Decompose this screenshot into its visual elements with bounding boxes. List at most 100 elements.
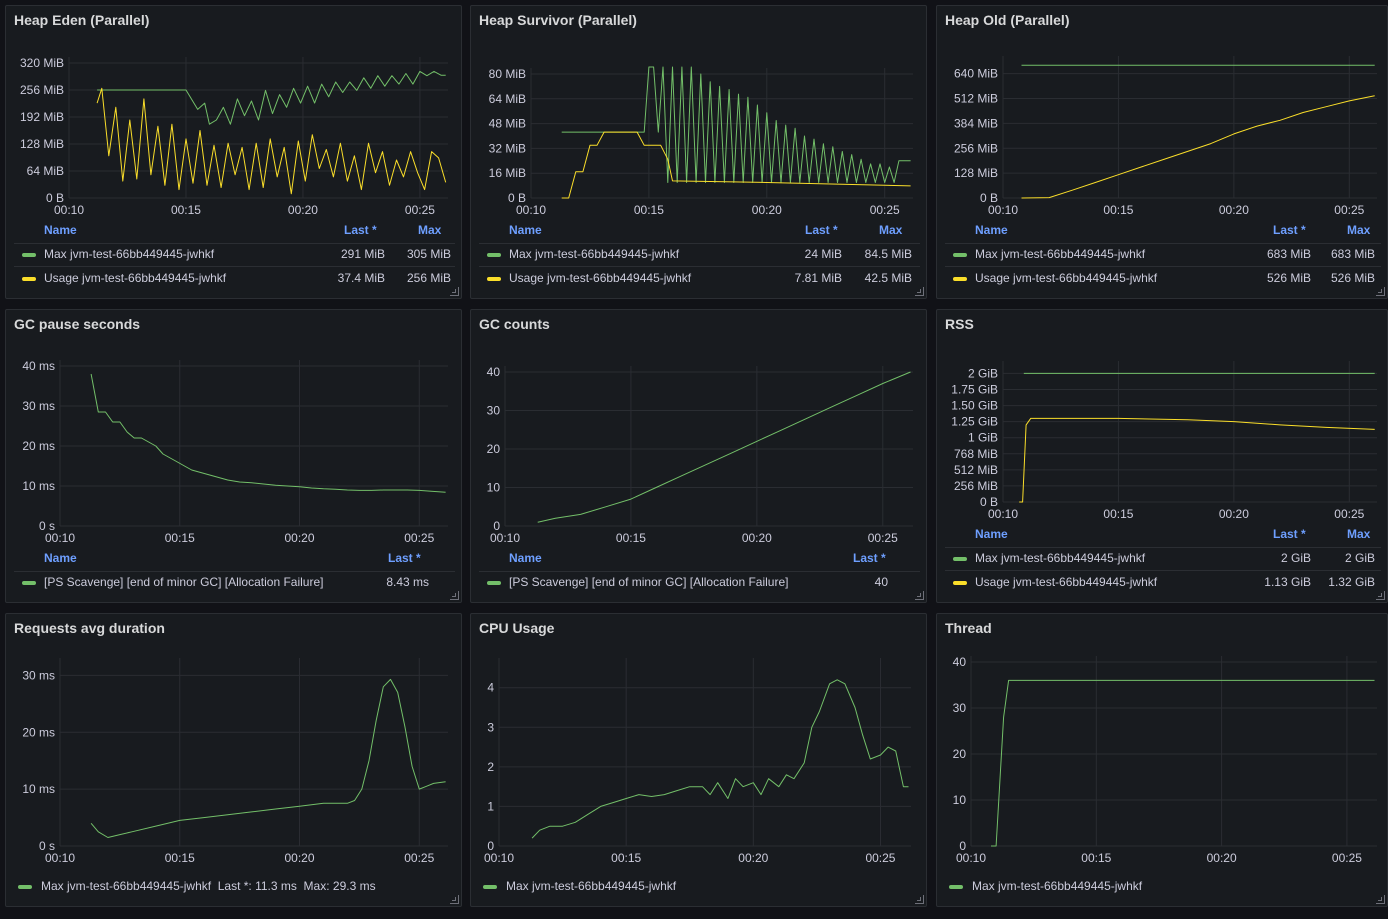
x-tick-label: 00:20 <box>284 531 314 545</box>
legend-swatch <box>483 885 497 889</box>
legend-header-max[interactable]: Max <box>418 223 442 237</box>
legend-header-last[interactable]: Last * <box>853 551 886 565</box>
series-line <box>991 679 1375 847</box>
y-tick-label: 1 GiB <box>968 431 998 445</box>
legend-swatch <box>953 253 967 257</box>
y-tick-label: 40 ms <box>22 359 55 373</box>
legend-row[interactable]: Usage jvm-test-66bb449445-jwhkf 526 MiB … <box>945 268 1381 288</box>
legend-row[interactable]: Max jvm-test-66bb449445-jwhkf <box>945 876 1381 896</box>
panel-title[interactable]: CPU Usage <box>479 620 555 636</box>
legend-header-name[interactable]: Name <box>975 527 1008 541</box>
y-tick-label: 0 B <box>980 191 998 205</box>
panel-title[interactable]: Heap Eden (Parallel) <box>14 12 150 28</box>
resize-handle[interactable] <box>450 591 459 600</box>
panel-heap-old[interactable]: Heap Old (Parallel) 0 B 128 MiB 256 MiB 384… <box>936 5 1388 299</box>
legend-header-name[interactable]: Name <box>509 551 542 565</box>
y-tick-label: 40 <box>953 655 967 669</box>
legend-row[interactable]: Max jvm-test-66bb449445-jwhkf <box>479 876 920 896</box>
legend-row[interactable]: Max jvm-test-66bb449445-jwhkf 683 MiB 68… <box>945 244 1381 264</box>
legend-row[interactable]: Usage jvm-test-66bb449445-jwhkf 37.4 MiB… <box>14 268 455 288</box>
legend-max: 256 MiB <box>406 271 451 285</box>
legend-row[interactable]: Max jvm-test-66bb449445-jwhkf 24 MiB 84.… <box>479 244 920 264</box>
panel-title[interactable]: Heap Survivor (Parallel) <box>479 12 637 28</box>
panel-heap-eden[interactable]: Heap Eden (Parallel) 0 B 64 MiB 128 MiB 192… <box>5 5 462 299</box>
panel-thread[interactable]: Thread 0 10 20 30 40 00:10 00:15 00:20 00:25 Max… <box>936 613 1388 907</box>
series-line <box>90 678 446 838</box>
x-tick-label: 00:25 <box>405 203 435 217</box>
legend-header-last[interactable]: Last * <box>805 223 838 237</box>
legend-last: 291 MiB <box>340 247 385 261</box>
x-tick-label: 00:25 <box>1332 851 1362 865</box>
y-tick-label: 30 <box>487 404 501 418</box>
legend-swatch <box>953 557 967 561</box>
legend-last: 2 GiB <box>1280 551 1311 565</box>
legend-header-name[interactable]: Name <box>44 223 77 237</box>
legend-divider <box>479 243 920 244</box>
panel-heap-survivor[interactable]: Heap Survivor (Parallel) 0 B 16 MiB 32 MiB… <box>470 5 927 299</box>
legend-header-max[interactable]: Max <box>879 223 903 237</box>
legend-divider <box>14 571 455 572</box>
x-tick-label: 00:10 <box>490 531 520 545</box>
legend-max: 2 GiB <box>1344 551 1375 565</box>
y-tick-label: 1.50 GiB <box>951 399 998 413</box>
resize-handle[interactable] <box>450 287 459 296</box>
legend-header-last[interactable]: Last * <box>1273 527 1306 541</box>
legend-row[interactable]: Usage jvm-test-66bb449445-jwhkf 1.13 GiB… <box>945 572 1381 592</box>
legend-header-name[interactable]: Name <box>509 223 542 237</box>
y-tick-label: 0 <box>487 839 494 853</box>
resize-handle[interactable] <box>1376 895 1385 904</box>
resize-handle[interactable] <box>1376 591 1385 600</box>
legend-divider <box>479 571 920 572</box>
legend-header-name[interactable]: Name <box>44 551 77 565</box>
panel-cpu[interactable]: CPU Usage 0 1 2 3 4 00:10 00:15 00:20 00:25 Max … <box>470 613 927 907</box>
resize-handle[interactable] <box>1376 287 1385 296</box>
panel-title[interactable]: Requests avg duration <box>14 620 165 636</box>
legend-header-last[interactable]: Last * <box>344 223 377 237</box>
legend-swatch <box>487 253 501 257</box>
legend-row[interactable]: [PS Scavenge] [end of minor GC] [Allocat… <box>14 572 455 592</box>
y-tick-label: 512 MiB <box>954 463 998 477</box>
legend-swatch <box>22 581 36 585</box>
legend-swatch <box>22 277 36 281</box>
x-tick-label: 00:10 <box>54 203 84 217</box>
legend-row[interactable]: Usage jvm-test-66bb449445-jwhkf 7.81 MiB… <box>479 268 920 288</box>
resize-handle[interactable] <box>915 287 924 296</box>
x-tick-label: 00:25 <box>1334 507 1364 521</box>
y-tick-label: 0 s <box>39 519 55 533</box>
legend-header-name[interactable]: Name <box>975 223 1008 237</box>
x-tick-label: 00:10 <box>45 531 75 545</box>
x-tick-label: 00:20 <box>742 531 772 545</box>
legend-header-max[interactable]: Max <box>1347 527 1371 541</box>
x-tick-label: 00:20 <box>738 851 768 865</box>
panel-title[interactable]: Heap Old (Parallel) <box>945 12 1070 28</box>
legend-last: 24 MiB <box>804 247 842 261</box>
legend-header-last[interactable]: Last * <box>1273 223 1306 237</box>
legend-row[interactable]: Max jvm-test-66bb449445-jwhkf Last *: 11… <box>14 876 455 896</box>
panel-title[interactable]: Thread <box>945 620 992 636</box>
resize-handle[interactable] <box>915 895 924 904</box>
legend-row[interactable]: Max jvm-test-66bb449445-jwhkf 291 MiB 30… <box>14 244 455 264</box>
series-line <box>96 87 447 195</box>
chart-heap-survivor: 0 B 16 MiB 32 MiB 48 MiB 64 MiB 80 MiB 00:10 00… <box>489 66 913 217</box>
legend-header-last[interactable]: Last * <box>388 551 421 565</box>
resize-handle[interactable] <box>915 591 924 600</box>
resize-handle[interactable] <box>450 895 459 904</box>
panel-gc-pause[interactable]: GC pause seconds 0 s 10 ms 20 ms 30 ms 40 ms… <box>5 309 462 603</box>
panel-rss[interactable]: RSS 0 B 256 MiB 512 MiB 768 MiB 1 GiB 1.25 Gi… <box>936 309 1388 603</box>
panel-requests[interactable]: Requests avg duration 0 s 10 ms 20 ms 30 ms… <box>5 613 462 907</box>
panel-title[interactable]: RSS <box>945 316 974 332</box>
legend-max: 84.5 MiB <box>864 247 912 261</box>
panel-title[interactable]: GC pause seconds <box>14 316 141 332</box>
legend-row[interactable]: Max jvm-test-66bb449445-jwhkf 2 GiB 2 Gi… <box>945 548 1381 568</box>
legend-header-max[interactable]: Max <box>1347 223 1371 237</box>
legend-name: [PS Scavenge] [end of minor GC] [Allocat… <box>44 575 324 589</box>
y-tick-label: 1 <box>487 799 494 813</box>
legend-divider <box>479 266 920 267</box>
panel-title[interactable]: GC counts <box>479 316 550 332</box>
chart-requests: 0 s 10 ms 20 ms 30 ms 00:10 00:15 00:20 00:25 <box>22 658 448 865</box>
x-tick-label: 00:10 <box>45 851 75 865</box>
legend-max: 683 MiB <box>1330 247 1375 261</box>
legend-row[interactable]: [PS Scavenge] [end of minor GC] [Allocat… <box>479 572 920 592</box>
panel-gc-counts[interactable]: GC counts 0 10 20 30 40 00:10 00:15 00:20 00:25 … <box>470 309 927 603</box>
legend-inline: Max jvm-test-66bb449445-jwhkf <box>972 879 1143 893</box>
